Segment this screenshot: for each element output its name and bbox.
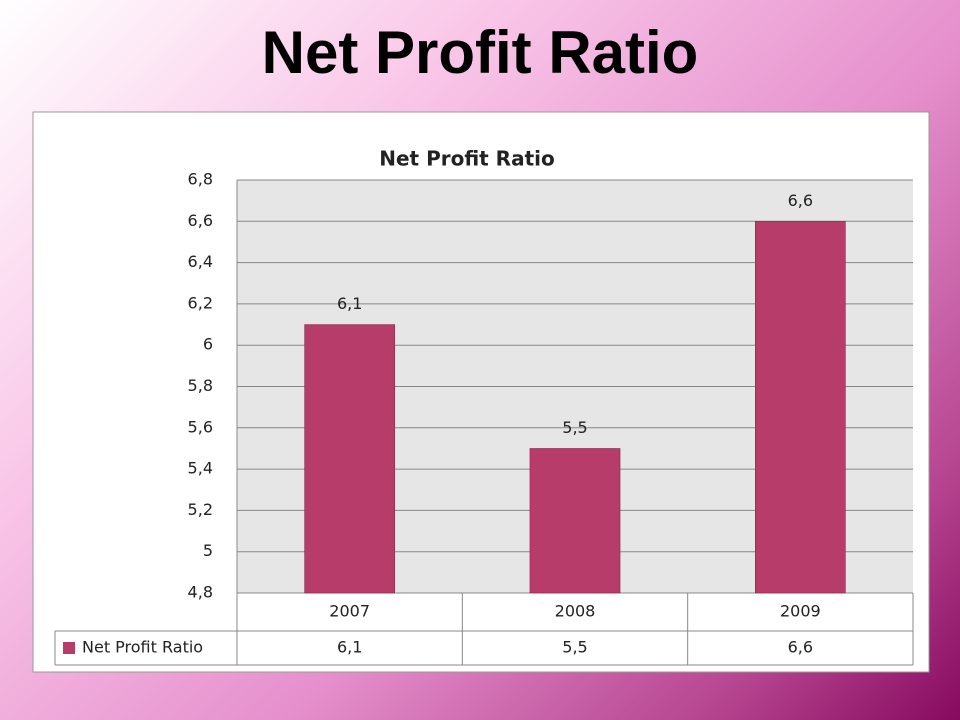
- y-tick-label: 5: [203, 541, 213, 560]
- x-tick-label: 2008: [555, 602, 596, 621]
- chart-title: Net Profit Ratio: [379, 147, 555, 171]
- legend-label: Net Profit Ratio: [82, 638, 203, 657]
- legend-swatch: [63, 642, 75, 654]
- x-tick-label: 2009: [780, 602, 821, 621]
- y-tick-label: 5,6: [188, 417, 213, 436]
- slide-title: Net Profit Ratio: [261, 19, 699, 86]
- y-tick-label: 6,8: [188, 170, 213, 189]
- bar: [304, 324, 395, 594]
- data-label: 5,5: [562, 418, 587, 437]
- y-tick-label: 6,2: [188, 293, 213, 312]
- y-tick-label: 5,2: [188, 500, 213, 519]
- y-tick-label: 5,4: [188, 459, 213, 478]
- data-label: 6,1: [337, 294, 362, 313]
- y-tick-label: 4,8: [188, 583, 213, 602]
- bar: [755, 221, 846, 594]
- x-tick-label: 2007: [329, 602, 370, 621]
- y-tick-label: 5,8: [188, 376, 213, 395]
- table-value: 6,6: [788, 638, 813, 657]
- table-value: 5,5: [562, 638, 587, 657]
- y-tick-label: 6,4: [188, 252, 213, 271]
- table-value: 6,1: [337, 638, 362, 657]
- y-tick-label: 6,6: [188, 211, 213, 230]
- data-label: 6,6: [788, 191, 813, 210]
- bar: [529, 448, 621, 594]
- y-tick-label: 6: [203, 335, 213, 354]
